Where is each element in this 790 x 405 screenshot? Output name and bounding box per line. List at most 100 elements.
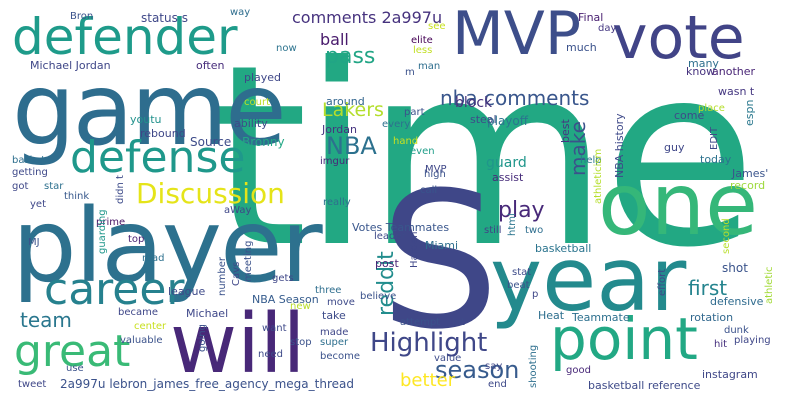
word-second: second bbox=[721, 218, 732, 254]
word-nba-comments: nba comments bbox=[440, 86, 590, 110]
word-final: Final bbox=[578, 11, 604, 24]
word-use: use bbox=[66, 363, 84, 374]
word-around: around bbox=[326, 95, 365, 108]
word-elite: elite bbox=[411, 35, 433, 46]
word-getting: getting bbox=[12, 167, 48, 178]
word-playing: playing bbox=[734, 335, 771, 346]
word-html: html bbox=[507, 213, 518, 236]
word-wasn-t: wasn t bbox=[718, 85, 755, 98]
word-help: help bbox=[580, 155, 602, 166]
word-michael-jordan: Michael Jordan bbox=[30, 59, 111, 72]
word-shooting: shooting bbox=[528, 344, 539, 388]
word-miami: Miami bbox=[425, 239, 459, 252]
word-votes-teammates: Votes Teammates bbox=[352, 221, 450, 234]
word-one: one bbox=[598, 155, 759, 255]
word-number: number bbox=[217, 256, 228, 296]
word-heat: Heat bbox=[538, 309, 565, 322]
word-good: good bbox=[566, 365, 591, 376]
word-james: James' bbox=[732, 167, 769, 180]
word-way: way bbox=[230, 7, 251, 18]
word-hand: hand bbox=[393, 136, 419, 147]
word-career: career bbox=[44, 264, 185, 315]
word-high: high bbox=[424, 169, 446, 180]
word-lakers: Lakers bbox=[322, 99, 384, 121]
word-many: many bbox=[688, 57, 719, 70]
word-comments-2a997u: comments 2a997u bbox=[292, 8, 443, 27]
word-center: center bbox=[134, 321, 167, 332]
word-prime: prime bbox=[96, 217, 126, 228]
word-vote: vote bbox=[612, 3, 745, 73]
word-shot: shot bbox=[722, 261, 748, 275]
word-imgur: imgur bbox=[320, 156, 350, 167]
word-status-s: status s bbox=[141, 11, 188, 25]
word-defensive: defensive bbox=[710, 295, 764, 308]
word-part: part bbox=[404, 107, 425, 118]
word-mvp-small: MVP bbox=[425, 164, 447, 175]
word-best: best bbox=[559, 119, 572, 143]
word-first: first bbox=[688, 276, 728, 300]
word-got: got bbox=[12, 181, 29, 192]
word-discussion: Discussion bbox=[136, 177, 285, 210]
word-espn: espn bbox=[743, 99, 756, 126]
word-playoff: playoff bbox=[487, 114, 529, 128]
word-defender: defender bbox=[12, 8, 238, 66]
word-long-thread: 2a997u lebron_james_free_agency_mega_thr… bbox=[60, 377, 354, 391]
word-top: top bbox=[128, 234, 145, 245]
word-valuable: valuable bbox=[120, 335, 163, 346]
word-now: now bbox=[276, 43, 297, 54]
word-post: post bbox=[375, 257, 399, 270]
word-rebound: rebound bbox=[140, 127, 186, 140]
word-yet: yet bbox=[30, 199, 46, 210]
word-bron: Bron bbox=[70, 11, 94, 22]
word-leader: leader bbox=[374, 231, 406, 242]
word-basket: basket bbox=[12, 155, 46, 166]
word-assist: assist bbox=[492, 171, 524, 184]
word-will: will bbox=[170, 297, 306, 392]
word-often: often bbox=[196, 59, 225, 72]
word-value: value bbox=[434, 353, 462, 364]
word-guard: guard bbox=[486, 155, 527, 171]
word-defense: defense bbox=[70, 132, 246, 183]
word-jordan: Jordan bbox=[322, 123, 357, 136]
word-better: better bbox=[400, 370, 456, 391]
word-star: star bbox=[44, 181, 64, 192]
word-s: S bbox=[380, 152, 500, 371]
word-harden: Harden bbox=[409, 231, 420, 268]
word-super: super bbox=[320, 337, 349, 348]
word-come: come bbox=[674, 109, 705, 122]
word-another: another bbox=[712, 65, 756, 78]
word-team: team bbox=[20, 308, 72, 332]
word-made: made bbox=[320, 327, 349, 338]
word-nba: NBA bbox=[326, 132, 377, 160]
word-point: point bbox=[550, 305, 698, 373]
word-three: three bbox=[315, 285, 342, 296]
word-court: court bbox=[244, 97, 270, 108]
word-michael: Michael bbox=[186, 307, 229, 320]
word-teammate: Teammate bbox=[572, 311, 630, 324]
word-end: end bbox=[488, 379, 507, 390]
word-ability: ability bbox=[234, 117, 268, 130]
word-year: year bbox=[490, 228, 687, 331]
word-athleticism: athleticism bbox=[593, 148, 604, 204]
word-see: see bbox=[428, 21, 446, 32]
word-played: played bbox=[244, 71, 282, 84]
word-play: play bbox=[498, 198, 545, 223]
word-rotation: rotation bbox=[690, 311, 734, 324]
word-time: time bbox=[210, 11, 757, 302]
word-nba-history: NBA history bbox=[613, 113, 626, 178]
word-source: Source bbox=[190, 135, 232, 149]
word-new: new bbox=[290, 301, 311, 312]
word-read: read bbox=[142, 253, 165, 264]
word-basketball-reference: basketball reference bbox=[588, 379, 701, 392]
word-going: going bbox=[197, 324, 208, 352]
word-bronny: Bronny bbox=[242, 135, 285, 149]
word-know: know bbox=[686, 65, 716, 78]
word-player: player bbox=[12, 187, 323, 306]
word-became: became bbox=[118, 307, 159, 318]
word-today: today bbox=[700, 153, 732, 166]
word-think: think bbox=[64, 191, 90, 202]
word-great: great bbox=[14, 326, 131, 377]
word-ball: ball bbox=[320, 30, 349, 49]
word-athletic: athletic bbox=[764, 266, 775, 304]
